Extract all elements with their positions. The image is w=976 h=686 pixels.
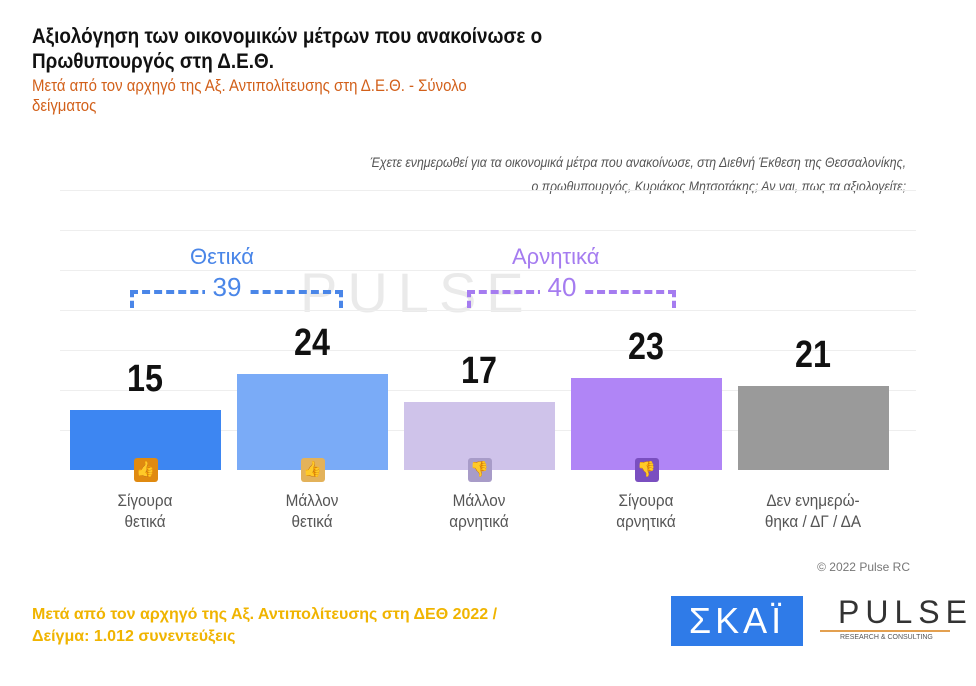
data-label: 24 (294, 322, 330, 364)
category-label-line: Δεν ενημερώ- (766, 491, 860, 510)
thumb-up-icon: 👍 (300, 458, 325, 482)
gridline (60, 310, 916, 311)
gridline (60, 390, 916, 391)
question-line-1: Έχετε ενημερωθεί για τα οικονομικά μέτρα… (370, 154, 907, 170)
subtitle: Μετά από τον αρχηγό της Αξ. Αντιπολίτευσ… (32, 76, 467, 115)
group-total: 40 (539, 272, 585, 303)
category-label-line: Μάλλον (452, 491, 506, 510)
category-label: Σίγουρα θετικά (78, 490, 213, 532)
footer-line-1: Μετά από τον αρχηγό της Αξ. Αντιπολίτευσ… (32, 606, 498, 623)
thumb-down-icon: 👎 (467, 458, 492, 482)
category-label-line: Μάλλον (285, 491, 339, 510)
pulse-logo-text: PULSE (838, 594, 973, 630)
category-label-line: αρνητικά (616, 512, 676, 531)
data-label: 17 (461, 350, 497, 392)
bar (237, 374, 388, 470)
group-label: Αρνητικά (512, 244, 600, 269)
group-label: Θετικά (190, 244, 254, 269)
skai-logo: ΣΚΑΪ (671, 596, 803, 646)
data-label: 23 (628, 326, 664, 368)
bar (571, 378, 722, 470)
gridline (60, 350, 916, 351)
data-label: 21 (795, 334, 831, 376)
category-label-line: θετικά (124, 512, 166, 531)
gridline (60, 190, 916, 191)
bar (738, 386, 889, 470)
category-label: Δεν ενημερώ-θηκα / ΔΓ / ΔΑ (746, 490, 881, 532)
category-label-line: Σίγουρα (117, 491, 173, 510)
category-label-line: θηκα / ΔΓ / ΔΑ (764, 512, 862, 531)
category-label: Μάλλον αρνητικά (412, 490, 547, 532)
footer-note: Μετά από τον αρχηγό της Αξ. Αντιπολίτευσ… (32, 604, 497, 648)
data-label: 15 (127, 358, 163, 400)
category-label-line: θετικά (291, 512, 333, 531)
copyright: © 2022 Pulse RC (817, 560, 910, 574)
category-label-line: Σίγουρα (618, 491, 674, 510)
gridline (60, 230, 916, 231)
question-line-2: ο πρωθυπουργός, Κυριάκος Μητσοτάκης; Αν … (531, 178, 906, 194)
footer-line-2: Δείγμα: 1.012 συνεντεύξεις (32, 628, 236, 645)
pulse-logo: PULSE RESEARCH & CONSULTING (820, 594, 967, 650)
group-total: 39 (204, 272, 250, 303)
page-title: Αξιολόγηση των οικονομικών μέτρων που αν… (32, 25, 543, 73)
category-label: Σίγουρα αρνητικά (579, 490, 714, 532)
category-label: Μάλλον θετικά (245, 490, 380, 532)
pulse-logo-line (820, 630, 950, 632)
gridline (60, 270, 916, 271)
pulse-logo-sub: RESEARCH & CONSULTING (840, 634, 933, 641)
two-thumbs-up-icon: 👍 (133, 458, 158, 482)
category-label-line: αρνητικά (449, 512, 509, 531)
two-thumbs-down-icon: 👎 (634, 458, 659, 482)
